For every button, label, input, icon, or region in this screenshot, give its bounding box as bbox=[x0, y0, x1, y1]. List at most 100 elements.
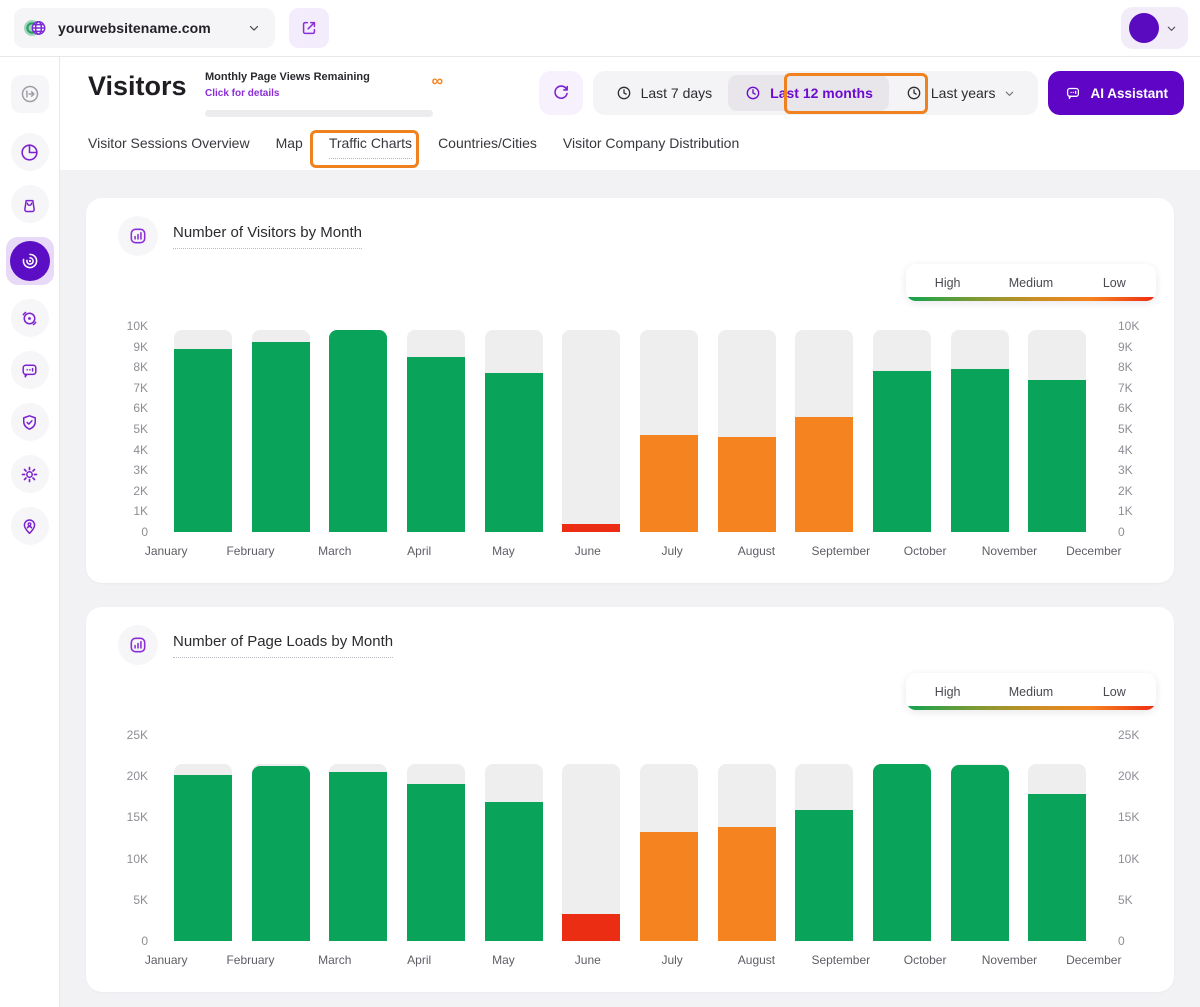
range-last-years[interactable]: Last years bbox=[889, 75, 1033, 111]
bar-april[interactable] bbox=[397, 735, 475, 941]
bar-january[interactable] bbox=[164, 326, 242, 532]
range-label: Last 7 days bbox=[640, 85, 713, 101]
x-tick-label: February bbox=[226, 953, 275, 967]
sidebar-item-location[interactable] bbox=[10, 507, 49, 545]
ai-assistant-button[interactable]: AI Assistant bbox=[1048, 71, 1184, 115]
bar-december[interactable] bbox=[1018, 326, 1096, 532]
bar-may[interactable] bbox=[475, 326, 553, 532]
y-tick-label: 5K bbox=[133, 892, 148, 907]
tab-map[interactable]: Map bbox=[275, 135, 303, 151]
bar-july[interactable] bbox=[630, 735, 708, 941]
bar-fill bbox=[1028, 794, 1087, 941]
x-axis-labels: January February March April May June July Augu… bbox=[124, 544, 1136, 558]
y-tick-label: 8K bbox=[133, 360, 148, 375]
sidebar-item-collapse[interactable] bbox=[10, 75, 49, 113]
bar-october[interactable] bbox=[863, 735, 941, 941]
legend-low: Low bbox=[1102, 684, 1126, 699]
privacy-shield-icon bbox=[19, 412, 40, 433]
pageviews-widget: Monthly Page Views Remaining Click for d… bbox=[205, 71, 443, 117]
bar-june[interactable] bbox=[552, 326, 630, 532]
bar-june[interactable] bbox=[552, 735, 630, 941]
y-tick-label: 20K bbox=[126, 769, 148, 784]
range-label: Last years bbox=[930, 85, 996, 101]
topbar: yourwebsitename.com bbox=[0, 0, 1200, 57]
bar-december[interactable] bbox=[1018, 735, 1096, 941]
chart: 10K 9K 8K 7K 6K 5K 4K 3K 2K 1K 0 10K 9K 8K 7K 6K 5K 4K 3K… bbox=[110, 319, 1150, 558]
bar-february[interactable] bbox=[242, 326, 320, 532]
bar-fill bbox=[639, 435, 698, 532]
x-tick-label: April bbox=[407, 953, 432, 967]
x-tick-label: March bbox=[318, 544, 352, 558]
pageviews-details-link[interactable]: Click for details bbox=[205, 88, 280, 99]
x-tick-label: June bbox=[574, 953, 601, 967]
pageviews-remaining-value: ∞ bbox=[431, 73, 443, 90]
y-tick-label: 5K bbox=[1118, 422, 1133, 436]
bar-october[interactable] bbox=[863, 326, 941, 532]
bar-fill bbox=[484, 373, 543, 532]
bar-august[interactable] bbox=[708, 326, 786, 532]
y-tick-label: 10K bbox=[1118, 851, 1140, 866]
website-name: yourwebsitename.com bbox=[58, 20, 211, 36]
bar-fill bbox=[173, 348, 232, 532]
bar-september[interactable] bbox=[785, 326, 863, 532]
bar-fill bbox=[950, 369, 1009, 532]
bar-may[interactable] bbox=[475, 735, 553, 941]
tab-visitor-company-distribution[interactable]: Visitor Company Distribution bbox=[562, 135, 740, 151]
x-tick-label: January bbox=[144, 544, 188, 558]
sidebar-item-privacy[interactable] bbox=[10, 403, 49, 441]
bar-january[interactable] bbox=[164, 735, 242, 941]
bar-november[interactable] bbox=[941, 326, 1019, 532]
x-tick-label: November bbox=[981, 953, 1038, 967]
page-loads-by-month-card: Number of Page Loads by Month High Mediu… bbox=[86, 607, 1174, 992]
sidebar-item-ecommerce[interactable] bbox=[10, 185, 49, 223]
x-tick-label: September bbox=[811, 544, 871, 558]
card-header: Number of Visitors by Month bbox=[118, 216, 362, 256]
y-tick-label: 4K bbox=[133, 442, 148, 457]
y-tick-label: 4K bbox=[1118, 442, 1133, 457]
pageviews-label: Monthly Page Views Remaining bbox=[205, 71, 370, 83]
y-tick-label: 0 bbox=[1118, 934, 1125, 948]
y-tick-label: 10K bbox=[1118, 319, 1140, 333]
bar-july[interactable] bbox=[630, 326, 708, 532]
ai-chat-icon bbox=[1064, 84, 1082, 102]
y-tick-label: 20K bbox=[1118, 769, 1140, 784]
y-tick-label: 6K bbox=[1118, 401, 1133, 416]
refresh-button[interactable] bbox=[538, 71, 583, 115]
legend-low: Low bbox=[1102, 275, 1126, 290]
x-tick-label: April bbox=[407, 544, 432, 558]
website-selector[interactable]: yourwebsitename.com bbox=[14, 8, 275, 48]
user-menu[interactable] bbox=[1121, 7, 1188, 49]
visitors-by-month-card: Number of Visitors by Month High Medium … bbox=[86, 198, 1174, 583]
avatar bbox=[1129, 13, 1159, 43]
sidebar-item-recordings[interactable] bbox=[10, 299, 49, 337]
tab-traffic-charts[interactable]: Traffic Charts bbox=[328, 135, 413, 159]
bar-march[interactable] bbox=[319, 735, 397, 941]
bar-fill bbox=[872, 371, 931, 532]
legend: High Medium Low bbox=[906, 673, 1156, 710]
sidebar-item-visitors[interactable] bbox=[5, 237, 54, 285]
bar-august[interactable] bbox=[708, 735, 786, 941]
bar-fill bbox=[484, 801, 543, 941]
legend-medium: Medium bbox=[1008, 684, 1054, 699]
main: Visitors Monthly Page Views Remaining Cl… bbox=[60, 57, 1200, 1007]
bar-november[interactable] bbox=[941, 735, 1019, 941]
range-last-7-days[interactable]: Last 7 days bbox=[599, 75, 729, 111]
bar-april[interactable] bbox=[397, 326, 475, 532]
bar-february[interactable] bbox=[242, 735, 320, 941]
bar-september[interactable] bbox=[785, 735, 863, 941]
sidebar-item-dashboard[interactable] bbox=[10, 133, 49, 171]
clock-icon bbox=[905, 84, 923, 102]
sidebar-item-feedback[interactable] bbox=[10, 351, 49, 389]
legend-high: High bbox=[934, 275, 961, 290]
range-last-12-months[interactable]: Last 12 months bbox=[728, 75, 889, 111]
sidebar-item-settings[interactable] bbox=[10, 455, 49, 493]
bar-fill bbox=[251, 342, 310, 532]
bar-fill bbox=[795, 416, 854, 532]
legend-medium: Medium bbox=[1008, 275, 1054, 290]
bar-fill bbox=[562, 523, 621, 532]
x-tick-label: December bbox=[1066, 953, 1122, 967]
tab-visitor-sessions-overview[interactable]: Visitor Sessions Overview bbox=[88, 135, 250, 151]
tab-countries-cities[interactable]: Countries/Cities bbox=[438, 135, 537, 151]
open-website-button[interactable] bbox=[288, 8, 329, 48]
bar-march[interactable] bbox=[319, 326, 397, 532]
